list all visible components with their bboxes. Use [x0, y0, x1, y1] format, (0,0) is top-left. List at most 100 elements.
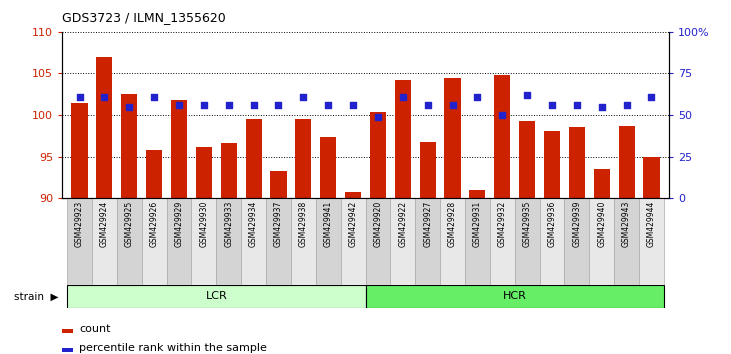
Text: GSM429928: GSM429928 [448, 201, 457, 247]
Bar [440, 198, 465, 285]
Bar [444, 78, 461, 198]
Bar [569, 127, 585, 198]
Bar [291, 198, 316, 285]
Point [273, 102, 284, 108]
Point [397, 94, 409, 99]
Point [124, 104, 135, 110]
Bar [618, 126, 635, 198]
Text: percentile rank within the sample: percentile rank within the sample [79, 343, 267, 353]
Point [173, 102, 185, 108]
Point [99, 94, 110, 99]
Point [322, 102, 334, 108]
Bar [117, 198, 142, 285]
Text: HCR: HCR [503, 291, 526, 302]
Point [571, 102, 583, 108]
Text: GSM429939: GSM429939 [572, 201, 581, 247]
Point [74, 94, 86, 99]
Bar [221, 143, 237, 198]
Bar [96, 57, 113, 198]
Point [521, 92, 533, 98]
Point [198, 102, 210, 108]
Bar [316, 198, 341, 285]
Bar [146, 150, 162, 198]
Bar [62, 348, 73, 352]
Bar [390, 198, 415, 285]
Text: GSM429936: GSM429936 [548, 201, 556, 247]
Bar [594, 169, 610, 198]
Text: GSM429932: GSM429932 [498, 201, 507, 247]
Bar [196, 147, 212, 198]
Bar [241, 198, 266, 285]
Point [223, 102, 235, 108]
Bar [519, 121, 535, 198]
Point [596, 104, 607, 110]
Text: GSM429930: GSM429930 [200, 201, 208, 247]
Text: GSM429929: GSM429929 [175, 201, 183, 247]
Text: count: count [79, 324, 110, 334]
Text: strain  ▶: strain ▶ [14, 291, 58, 302]
Bar [544, 131, 560, 198]
Text: GSM429941: GSM429941 [324, 201, 333, 247]
Text: GSM429942: GSM429942 [349, 201, 357, 247]
Point [248, 102, 260, 108]
Text: GSM429923: GSM429923 [75, 201, 84, 247]
Bar [62, 329, 73, 333]
Bar [564, 198, 589, 285]
Text: LCR: LCR [205, 291, 227, 302]
Text: GSM429938: GSM429938 [299, 201, 308, 247]
Bar [465, 198, 490, 285]
Bar [167, 198, 192, 285]
Bar [341, 198, 366, 285]
Bar [366, 198, 390, 285]
Point [645, 94, 657, 99]
Point [447, 102, 458, 108]
Bar [92, 198, 117, 285]
Bar [67, 198, 92, 285]
Bar [142, 198, 167, 285]
Point [471, 94, 483, 99]
Text: GSM429926: GSM429926 [150, 201, 159, 247]
Text: GSM429943: GSM429943 [622, 201, 631, 247]
Bar [266, 198, 291, 285]
Text: GDS3723 / ILMN_1355620: GDS3723 / ILMN_1355620 [62, 11, 226, 24]
Bar [589, 198, 614, 285]
Bar [192, 198, 216, 285]
Bar [639, 198, 664, 285]
Bar [216, 198, 241, 285]
Bar [67, 285, 366, 308]
Text: GSM429924: GSM429924 [100, 201, 109, 247]
Point [372, 114, 384, 120]
Bar [614, 198, 639, 285]
Bar [370, 112, 386, 198]
Text: GSM429935: GSM429935 [523, 201, 531, 247]
Bar [494, 75, 510, 198]
Point [422, 102, 433, 108]
Bar [345, 192, 361, 198]
Point [298, 94, 309, 99]
Bar [366, 285, 664, 308]
Bar [295, 119, 311, 198]
Text: GSM429931: GSM429931 [473, 201, 482, 247]
Text: GSM429927: GSM429927 [423, 201, 432, 247]
Bar [121, 94, 137, 198]
Text: GSM429920: GSM429920 [374, 201, 382, 247]
Text: GSM429944: GSM429944 [647, 201, 656, 247]
Point [621, 102, 632, 108]
Text: GSM429922: GSM429922 [398, 201, 407, 247]
Bar [490, 198, 515, 285]
Point [546, 102, 558, 108]
Text: GSM429940: GSM429940 [597, 201, 606, 247]
Bar [246, 119, 262, 198]
Bar [415, 198, 440, 285]
Point [148, 94, 160, 99]
Bar [270, 171, 287, 198]
Bar [469, 190, 485, 198]
Text: GSM429933: GSM429933 [224, 201, 233, 247]
Bar [395, 80, 411, 198]
Bar [420, 142, 436, 198]
Text: GSM429934: GSM429934 [249, 201, 258, 247]
Text: GSM429937: GSM429937 [274, 201, 283, 247]
Bar [320, 137, 336, 198]
Bar [643, 158, 659, 198]
Point [347, 102, 359, 108]
